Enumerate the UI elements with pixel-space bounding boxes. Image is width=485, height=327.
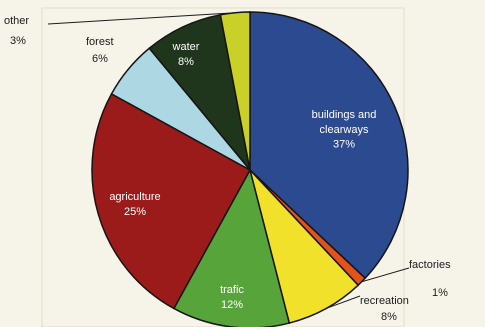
- slice-label-water: water 8%: [172, 41, 200, 68]
- slice-label-forest: forest: [86, 36, 114, 48]
- slice-label-buildings-and-clearways: buildings and clearways 37%: [312, 109, 377, 151]
- leader-line-factories: [361, 267, 410, 283]
- slice-label-agriculture: agriculture 25%: [109, 191, 160, 218]
- slice-value-forest: 6%: [92, 53, 108, 65]
- slice-label-factories: factories: [409, 259, 451, 271]
- slice-labels: buildings and clearways 37% factories 1% recr…: [4, 15, 451, 323]
- pie-slice-agriculture: [91, 92, 252, 310]
- slice-label-other: other: [4, 15, 29, 27]
- pie-slice-buildings-and-clearways: [249, 11, 409, 280]
- slices-layer: [91, 11, 409, 327]
- leader-line-other: [47, 12, 236, 25]
- leader-lines: [47, 12, 410, 309]
- slice-value-other: 3%: [10, 35, 26, 47]
- leader-line-recreation: [325, 295, 361, 309]
- slice-value-recreation: 8%: [381, 311, 397, 323]
- slice-label-recreation: recreation: [360, 295, 409, 307]
- slice-label-trafic: trafic 12%: [220, 284, 244, 311]
- slice-value-factories: 1%: [432, 287, 448, 299]
